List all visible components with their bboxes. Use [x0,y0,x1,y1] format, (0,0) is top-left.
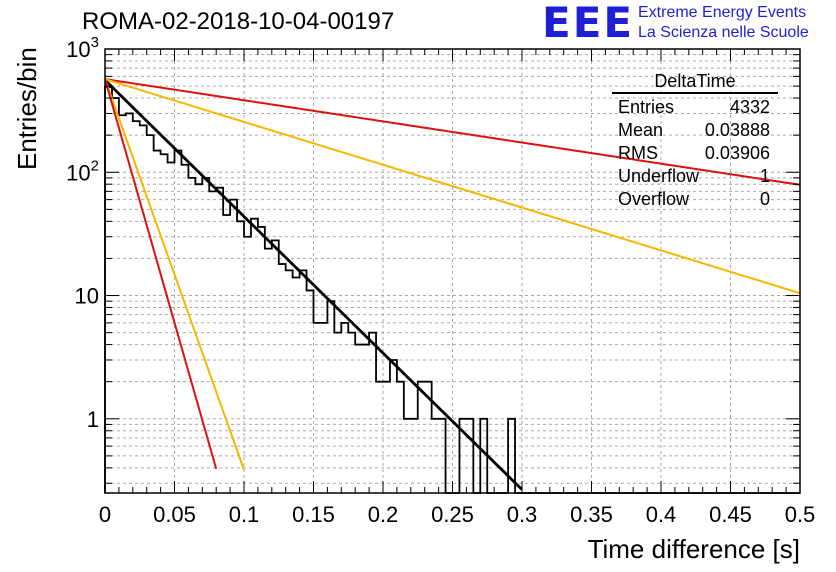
x-tick-label: 0.4 [646,502,677,527]
y-axis-label: Entries/bin [12,47,42,170]
logo-text-line1: Extreme Energy Events [638,4,807,21]
stats-row-entries: Entries 4332 [612,96,778,119]
histogram-bar [307,290,314,493]
histogram-bar [244,237,251,493]
plot-title: ROMA-02-2018-10-04-00197 [82,8,395,35]
stats-row-mean: Mean 0.03888 [612,119,778,142]
x-tick-label: 0.05 [153,502,196,527]
histogram-bar [251,219,258,493]
curve-red-slow [105,78,800,186]
stats-name: DeltaTime [612,70,778,94]
grid [105,49,800,493]
histogram-bar [279,264,286,493]
x-tick-label: 0.25 [431,502,474,527]
curve-fit [105,79,523,491]
fit-curves [105,78,800,491]
x-tick-label: 0.15 [292,502,335,527]
histogram-bar [105,87,112,493]
histogram-bar [216,188,223,493]
y-tick-label: 1 [87,407,99,432]
histogram-bar [223,215,230,493]
stats-label: RMS [618,143,658,163]
x-tick-label: 0.35 [570,502,613,527]
x-tick-label: 0.1 [229,502,260,527]
x-tick-label: 0.5 [785,502,816,527]
histogram-bar [272,240,279,493]
histogram-bar [418,382,425,493]
x-axis-label: Time difference [s] [587,534,800,564]
stats-box: DeltaTime Entries 4332 Mean 0.03888 RMS 0.0… [612,70,778,211]
curve-orange-slow [105,78,800,295]
stats-label: Overflow [618,189,690,209]
histogram-bar [175,151,182,493]
histogram-bar [390,360,397,493]
histogram-bar [376,382,383,493]
curve-red-fast [105,78,218,470]
x-tick-label: 0.3 [507,502,538,527]
stats-row-underflow: Underflow 1 [612,165,778,188]
y-tick-label: 102 [66,157,99,185]
histogram-bar [383,382,390,493]
axis-ticks: 0 0.05 0.1 0.15 0.2 0.25 0.3 0.35 0.4 0.45 0.51101… [66,34,815,527]
histogram-bar [327,301,334,493]
x-tick-label: 0.2 [368,502,399,527]
eee-logo-mark: EEE [542,0,635,47]
histogram-bar [161,154,168,493]
stats-value: 0.03888 [704,120,770,140]
histogram-bar [147,135,154,493]
x-tick-label: 0 [99,502,111,527]
stats-value: 4332 [729,97,770,117]
eee-logo: EEE Extreme Energy Events La Scienza nel… [542,2,832,46]
histogram-bar [293,278,300,493]
stats-row-rms: RMS 0.03906 [612,142,778,165]
stats-label: Entries [618,97,675,117]
stats-row-overflow: Overflow 0 [612,188,778,211]
logo-text-line2: La Scienza nelle Scuole [638,24,809,41]
histogram-bar [168,163,175,493]
stats-value: 0.03906 [704,143,770,163]
histogram-bar [348,333,355,493]
histogram-bar [154,151,161,493]
y-tick-label: 103 [66,34,99,62]
stats-label: Underflow [618,166,700,186]
histogram-bar [181,165,188,493]
stats-value: 0 [759,189,770,209]
curve-orange-fast [105,78,245,471]
y-tick-label: 10 [75,284,99,309]
stats-label: Mean [618,120,664,140]
x-tick-label: 0.45 [709,502,752,527]
stats-value: 1 [759,166,770,186]
histogram-bar [369,333,376,493]
histogram-bar [397,382,404,493]
histogram-bar [334,333,341,493]
